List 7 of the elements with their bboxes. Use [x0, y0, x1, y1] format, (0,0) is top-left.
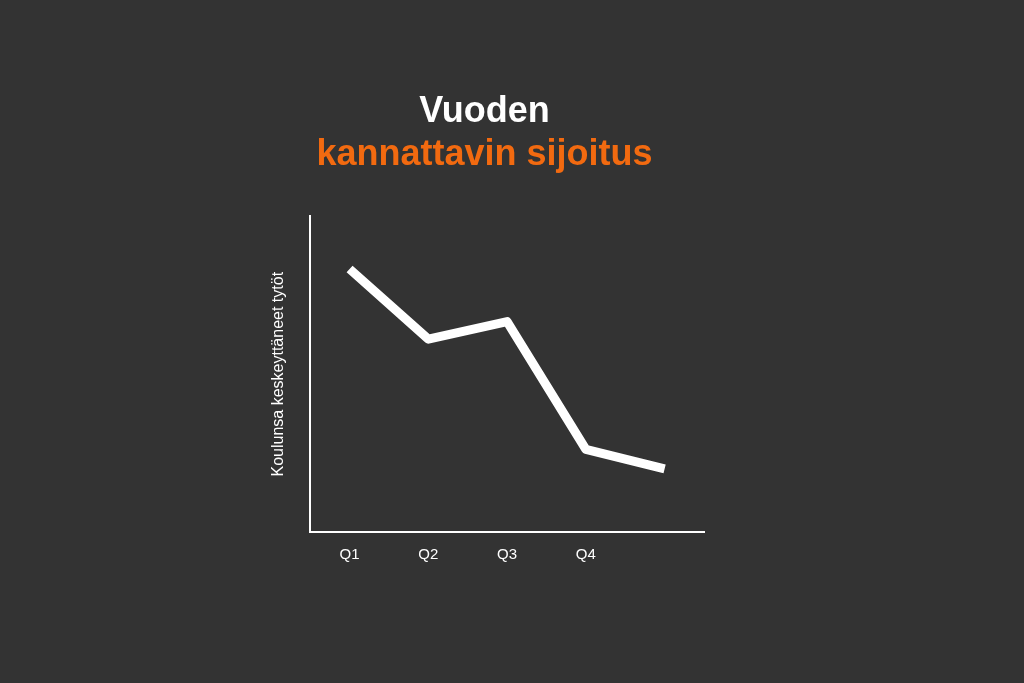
x-tick-label: Q4 — [575, 545, 596, 563]
x-tick-label: Q2 — [418, 545, 439, 563]
chart-title: Vuoden — [419, 88, 550, 130]
x-tick-label: Q3 — [497, 545, 518, 563]
chart-subtitle: kannattavin sijoitus — [316, 131, 653, 173]
y-axis-title: Koulunsa keskeyttäneet tytöt — [269, 271, 287, 477]
x-tick-label: Q1 — [339, 545, 360, 563]
